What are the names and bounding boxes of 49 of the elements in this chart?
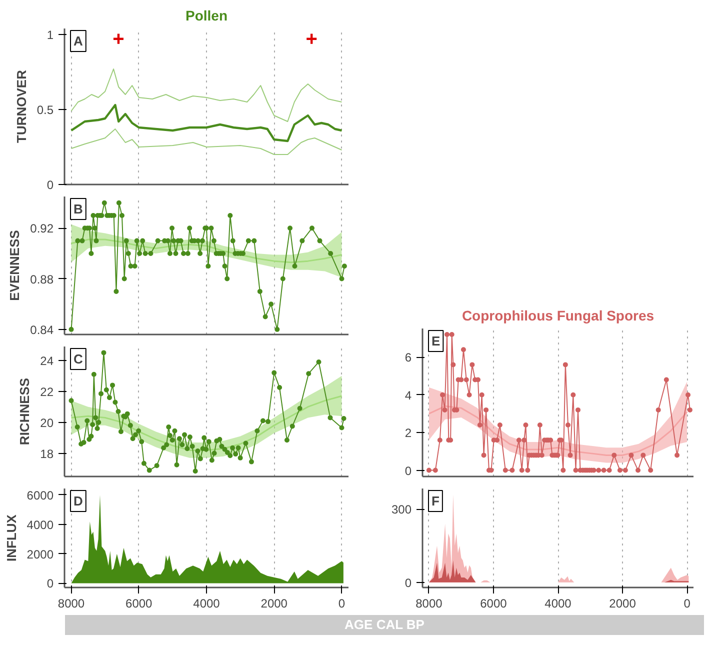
chart-title: Coprophilous Fungal Spores	[462, 308, 654, 324]
y-tick-label: 1	[46, 28, 54, 42]
x-tick-label: 4000	[193, 596, 220, 610]
annotation: B	[74, 202, 83, 216]
y-axis-title: TURNOVER	[14, 69, 29, 143]
y-axis-title: INFLUX	[4, 514, 19, 562]
y-tick-label: 20	[40, 416, 54, 430]
y-tick-label: 22	[40, 384, 54, 399]
x-tick-label: 2000	[260, 596, 288, 610]
chart-title: Pollen	[185, 8, 228, 24]
line-series	[70, 104, 343, 142]
x-tick-label: 0	[684, 596, 691, 610]
x-tick-label: 6000	[480, 596, 508, 610]
x-tick-label: 6000	[126, 596, 153, 610]
y-tick-label: 18	[40, 446, 54, 461]
line-series	[70, 128, 342, 155]
y-tick-label: 0	[404, 464, 412, 478]
annotation: F	[432, 494, 440, 508]
annotation: +	[112, 28, 124, 50]
y-axis-title: RICHNESS	[17, 378, 32, 446]
y-tick-label: 0.5	[36, 103, 54, 117]
x-tick-label: 4000	[544, 596, 572, 610]
y-tick-label: 0.92	[30, 222, 54, 236]
line-series	[70, 395, 342, 451]
y-tick-label: 0.88	[30, 272, 54, 286]
annotation: +	[306, 28, 318, 50]
y-tick-label: 0.84	[30, 322, 54, 337]
y-axis-title: EVENNESS	[7, 230, 22, 301]
annotation: D	[74, 494, 83, 508]
y-tick-label: 24	[40, 354, 54, 368]
y-tick-label: 4	[404, 388, 412, 402]
y-tick-label: 2000	[26, 547, 54, 562]
y-tick-label: 6000	[26, 488, 54, 502]
y-tick-label: 300	[391, 502, 412, 517]
y-tick-label: 0	[46, 178, 54, 192]
y-tick-label: 4000	[26, 518, 54, 532]
line-series	[70, 238, 342, 264]
line-series	[70, 68, 342, 122]
y-tick-label: 0	[46, 576, 54, 591]
x-tick-label: 2000	[609, 596, 636, 610]
x-tick-label: 8000	[416, 596, 443, 610]
y-tick-label: 0	[404, 576, 412, 590]
annotation: A	[74, 34, 84, 48]
x-tick-label: 8000	[58, 596, 85, 610]
annotation: E	[432, 334, 440, 348]
x-tick-label: 0	[338, 596, 346, 610]
annotation: C	[74, 352, 84, 366]
y-tick-label: 2	[404, 426, 412, 440]
y-tick-label: 6	[404, 350, 412, 365]
